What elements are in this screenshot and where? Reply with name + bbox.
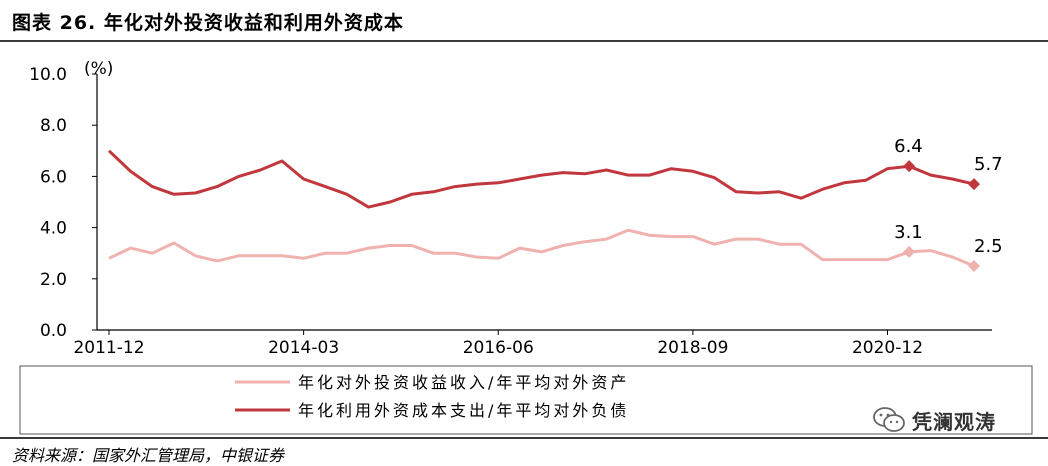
y-tick-label: 2.0 bbox=[40, 270, 67, 290]
page-title: 图表 26. 年化对外投资收益和利用外资成本 bbox=[12, 12, 404, 34]
data-point-marker bbox=[903, 245, 916, 258]
data-point-marker bbox=[903, 160, 916, 173]
watermark-text: 凭澜观涛 bbox=[912, 409, 996, 434]
footer-divider bbox=[0, 437, 1048, 439]
y-tick-label: 8.0 bbox=[40, 116, 67, 136]
data-point-marker bbox=[968, 260, 980, 272]
data-point-marker bbox=[968, 178, 980, 191]
legend-label-income: 年化对外投资收益收入/年平均对外资产 bbox=[298, 373, 629, 392]
y-tick-label: 4.0 bbox=[40, 219, 67, 239]
series-line-cost bbox=[107, 149, 975, 209]
x-tick-label: 2020-12 bbox=[852, 338, 923, 358]
chart-data-labels: 6.4 5.7 3.1 2.5 bbox=[894, 136, 1003, 257]
x-tick-label: 2018-09 bbox=[657, 338, 728, 358]
y-axis-unit-label: (%) bbox=[84, 59, 113, 79]
chart-legend: 年化对外投资收益收入/年平均对外资产 年化利用外资成本支出/年平均对外负债 bbox=[19, 365, 1033, 435]
y-tick-label: 10.0 bbox=[29, 65, 67, 85]
x-tick-label: 2011-12 bbox=[73, 338, 144, 358]
y-tick-label: 6.0 bbox=[40, 167, 67, 187]
x-tick-label: 2016-06 bbox=[463, 338, 534, 358]
chart-axes bbox=[96, 74, 992, 331]
chart-series bbox=[107, 149, 975, 268]
y-tick-label: 0.0 bbox=[40, 321, 67, 341]
chart-data-markers bbox=[903, 160, 980, 272]
legend-box bbox=[19, 365, 1033, 435]
watermark: 凭澜观涛 bbox=[872, 404, 996, 436]
legend-label-cost: 年化利用外资成本支出/年平均对外负债 bbox=[298, 401, 629, 420]
wechat-icon bbox=[873, 407, 905, 432]
line-chart: 0.0 2.0 4.0 6.0 8.0 10.0 2011-12 2014-03 2016-0… bbox=[19, 59, 1033, 435]
x-tick-label: 2014-03 bbox=[268, 338, 339, 358]
data-label: 3.1 bbox=[894, 222, 923, 243]
x-axis-ticks: 2011-12 2014-03 2016-06 2018-09 2020-12 bbox=[73, 330, 923, 358]
data-label: 5.7 bbox=[974, 154, 1003, 175]
data-label: 6.4 bbox=[894, 136, 923, 157]
series-line-income bbox=[108, 228, 975, 268]
y-axis-ticks: 0.0 2.0 4.0 6.0 8.0 10.0 bbox=[29, 65, 97, 341]
source-note: 资料来源：国家外汇管理局，中银证券 bbox=[12, 446, 285, 465]
title-divider bbox=[0, 40, 1048, 42]
data-label: 2.5 bbox=[974, 236, 1003, 257]
